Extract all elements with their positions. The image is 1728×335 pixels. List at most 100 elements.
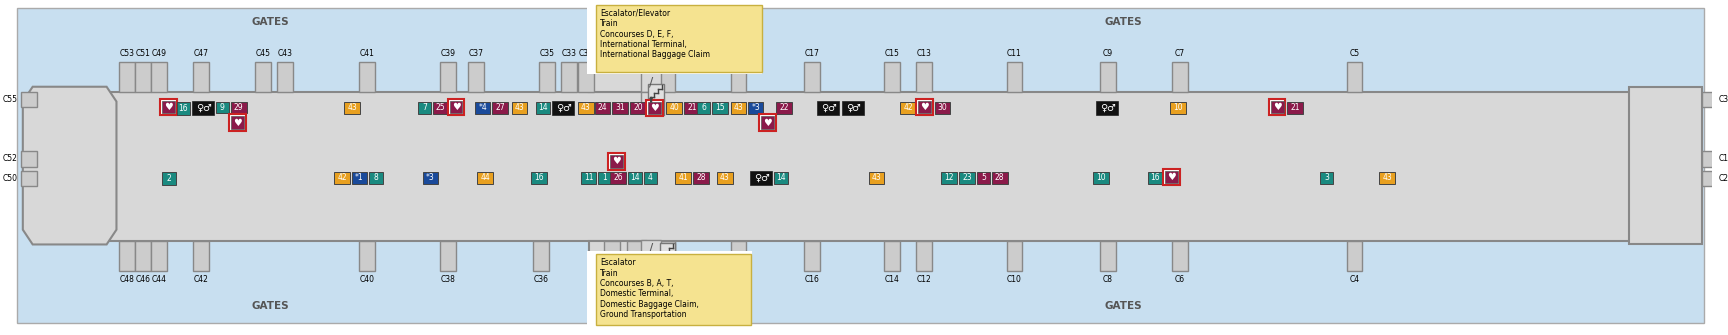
Text: 43: 43 [734, 104, 743, 113]
Bar [256, 62, 271, 92]
Text: ♥: ♥ [233, 118, 242, 128]
Text: GATES: GATES [1104, 300, 1142, 311]
Bar [1101, 62, 1116, 92]
Bar [1006, 242, 1023, 271]
Text: 15: 15 [715, 104, 724, 113]
Text: 16: 16 [534, 174, 544, 183]
Text: 22: 22 [779, 104, 788, 113]
Bar [418, 102, 430, 114]
Text: C33: C33 [562, 49, 577, 58]
Bar [959, 172, 975, 184]
Bar [608, 153, 626, 170]
Text: C47: C47 [194, 49, 209, 58]
Bar [577, 102, 593, 114]
Bar [627, 242, 643, 271]
Text: ♀: ♀ [755, 173, 762, 183]
Bar [353, 172, 366, 184]
Text: 41: 41 [679, 174, 688, 183]
Bar [1006, 62, 1023, 92]
Text: 28: 28 [696, 174, 705, 183]
Text: C35: C35 [539, 49, 555, 58]
Text: ♂: ♂ [1106, 103, 1115, 113]
Bar [100, 92, 1635, 242]
Text: ⬆⬇: ⬆⬇ [650, 105, 660, 110]
Text: *4: *4 [479, 104, 487, 113]
Text: 10: 10 [1173, 104, 1184, 113]
Text: 3: 3 [1324, 174, 1329, 183]
Bar [731, 102, 746, 114]
Bar [759, 114, 776, 131]
Text: ♥: ♥ [919, 102, 928, 112]
Bar [885, 242, 900, 271]
Polygon shape [22, 87, 116, 245]
Bar [577, 62, 593, 92]
Bar [976, 172, 990, 184]
Bar [612, 102, 627, 114]
Text: C49: C49 [152, 49, 166, 58]
Text: /: / [648, 75, 653, 88]
Text: C11: C11 [1007, 49, 1021, 58]
Bar [776, 102, 791, 114]
Text: C37: C37 [468, 49, 484, 58]
Bar [492, 102, 508, 114]
Text: 42: 42 [337, 174, 347, 183]
Text: 31: 31 [615, 104, 626, 113]
Text: C50: C50 [3, 174, 17, 183]
Bar [1320, 172, 1332, 184]
Text: 27: 27 [496, 104, 505, 113]
Bar [534, 242, 550, 271]
Text: ♀: ♀ [556, 103, 563, 113]
Text: ♂: ♂ [760, 173, 769, 183]
Text: 26: 26 [613, 174, 624, 183]
Bar [581, 172, 596, 184]
Text: GATES: GATES [1104, 17, 1142, 27]
Bar [1346, 242, 1362, 271]
Text: ♥: ♥ [612, 156, 620, 166]
Text: 14: 14 [631, 174, 639, 183]
Text: 14: 14 [539, 104, 548, 113]
Text: C1: C1 [1718, 154, 1728, 163]
Text: 43: 43 [871, 174, 881, 183]
Bar [1147, 172, 1163, 184]
Bar [1094, 172, 1109, 184]
Bar [596, 254, 752, 325]
Text: C5: C5 [1350, 49, 1360, 58]
Text: 9: 9 [219, 103, 225, 112]
Bar [650, 242, 665, 271]
Text: ♥: ♥ [764, 118, 772, 128]
Bar [667, 102, 683, 114]
Text: *3: *3 [427, 174, 435, 183]
Text: 21: 21 [688, 104, 696, 113]
Bar [648, 99, 664, 115]
Text: C45: C45 [256, 49, 271, 58]
Text: 4: 4 [648, 174, 653, 183]
Bar [1101, 242, 1116, 271]
Bar [589, 242, 646, 263]
Bar [935, 102, 950, 114]
Bar [731, 62, 746, 92]
Bar [21, 151, 36, 166]
Bar [631, 102, 646, 114]
Text: C52: C52 [3, 154, 17, 163]
Text: C38: C38 [441, 275, 454, 284]
Bar [641, 240, 660, 257]
Bar [536, 102, 550, 114]
Text: C12: C12 [916, 275, 931, 284]
Bar [660, 62, 676, 92]
Bar [1172, 242, 1187, 271]
Bar [660, 244, 676, 259]
Text: C51: C51 [135, 49, 150, 58]
Bar [21, 171, 36, 186]
Bar [194, 62, 209, 92]
Bar [731, 242, 746, 271]
Bar [1628, 87, 1702, 245]
Text: ♂: ♂ [828, 103, 836, 113]
Text: C32: C32 [627, 275, 643, 284]
Text: C42: C42 [194, 275, 209, 284]
Bar [869, 172, 885, 184]
Text: C6: C6 [1175, 275, 1185, 284]
Text: ♀: ♀ [197, 103, 204, 113]
Text: C18: C18 [731, 275, 746, 284]
Text: C20: C20 [660, 275, 676, 284]
Bar [660, 242, 676, 271]
